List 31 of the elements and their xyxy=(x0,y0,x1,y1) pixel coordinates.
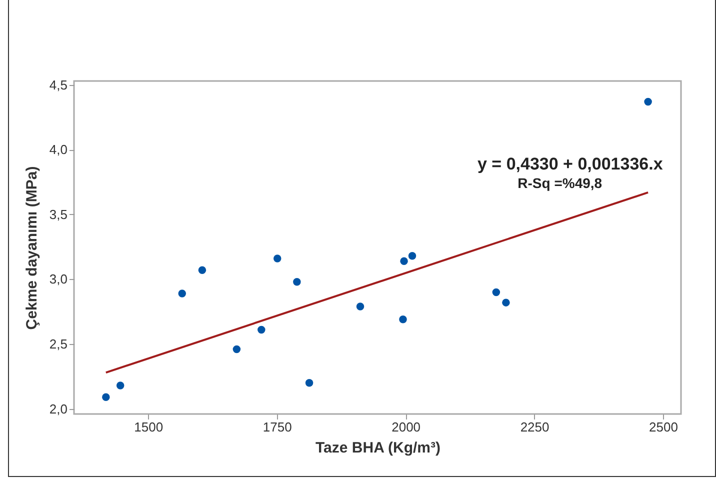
point xyxy=(492,288,500,296)
point xyxy=(273,254,282,262)
point xyxy=(399,316,407,324)
point xyxy=(502,298,510,306)
x-tick-label: 2250 xyxy=(520,420,550,434)
point xyxy=(258,326,266,334)
y-tick-label: 2,0 xyxy=(49,401,68,416)
y-tick-label: 4,0 xyxy=(49,142,68,158)
point xyxy=(408,252,416,260)
y-tick-label: 4,5 xyxy=(49,77,68,92)
point xyxy=(116,382,124,390)
x-tick-label: 2500 xyxy=(649,420,678,434)
point xyxy=(198,266,206,274)
y-tick-label: 3,0 xyxy=(49,272,68,287)
x-tick-label: 2000 xyxy=(392,420,421,434)
y-axis-title: Çekme dayanımı (MPa) xyxy=(23,166,40,330)
point xyxy=(356,302,364,310)
annotation: y = 0,4330 + 0,001336.x xyxy=(477,154,664,174)
point xyxy=(400,257,408,265)
point xyxy=(644,98,652,106)
annotation: R-Sq =%49,8 xyxy=(518,175,602,192)
point xyxy=(102,393,110,402)
point xyxy=(178,290,186,298)
point xyxy=(232,345,241,354)
x-tick-label: 1500 xyxy=(134,420,164,434)
x-tick-label: 1750 xyxy=(262,420,292,434)
y-tick-label: 2,5 xyxy=(49,336,68,352)
x-axis-title: Taze BHA (Kg/m³) xyxy=(316,440,440,456)
point xyxy=(293,278,301,286)
y-tick-label: 3,5 xyxy=(49,206,68,222)
point xyxy=(305,379,314,387)
